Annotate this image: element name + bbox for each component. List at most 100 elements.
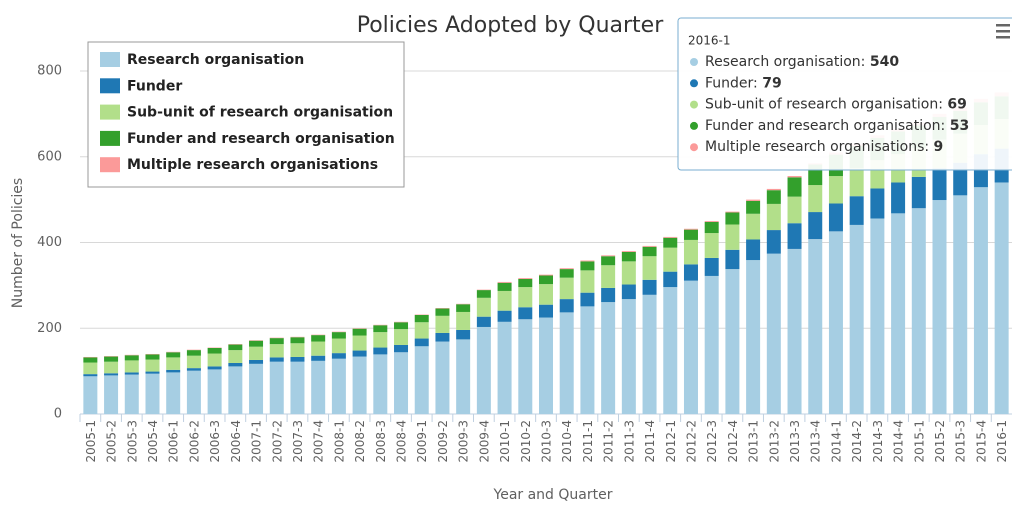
bar-segment [642, 279, 657, 295]
bar-segment [766, 203, 781, 231]
tooltip-dot [690, 100, 698, 109]
legend-label: Funder [127, 78, 182, 94]
tooltip-line: Research organisation: 540 [705, 54, 899, 70]
bar-segment [766, 253, 781, 414]
x-tick-label: 2014-1 [829, 420, 843, 463]
y-tick-label: 0 [54, 407, 62, 422]
legend-label: Multiple research organisations [127, 157, 378, 173]
bar-segment [207, 353, 222, 367]
bar-segment [580, 261, 595, 271]
tooltip-series: Funder [705, 75, 754, 91]
bar-segment [994, 182, 1009, 414]
separator: : [924, 139, 933, 155]
bar-segment [414, 346, 429, 414]
bar-segment [642, 245, 657, 247]
bar-segment [683, 229, 698, 240]
bar-segment [373, 332, 388, 348]
bar-segment [580, 292, 595, 307]
bar-segment [186, 370, 201, 414]
bar-segment [228, 350, 243, 363]
bar-segment [414, 314, 429, 323]
bar-segment [746, 239, 761, 261]
x-tick-label: 2012-3 [705, 420, 719, 463]
bar-segment [704, 257, 719, 276]
x-tick-label: 2016-1 [995, 420, 1009, 463]
bar-segment [808, 239, 823, 414]
bar-segment [456, 329, 471, 340]
x-tick-label: 2011-2 [602, 420, 616, 463]
bar-segment [456, 311, 471, 330]
bar-segment [704, 221, 719, 222]
x-tick-label: 2008-1 [332, 420, 346, 463]
bar-segment [476, 326, 491, 414]
x-tick-label: 2010-1 [498, 420, 512, 463]
bar-segment [497, 310, 512, 322]
menu-icon[interactable] [996, 24, 1010, 39]
bar-segment [911, 208, 926, 414]
bar-segment [497, 321, 512, 414]
bar-segment [683, 239, 698, 265]
x-tick-label: 2005-3 [125, 420, 139, 463]
bar-segment [787, 177, 802, 197]
bar-segment [269, 338, 284, 345]
bar-segment [207, 366, 222, 370]
bar-segment [746, 200, 761, 214]
bar-segment [559, 277, 574, 300]
bar-segment [559, 312, 574, 414]
bar-segment [683, 264, 698, 281]
x-tick-label: 2015-4 [974, 420, 988, 463]
x-tick-label: 2012-4 [726, 420, 740, 463]
tooltip-series: Multiple research organisations [705, 139, 924, 155]
bar-segment [663, 271, 678, 288]
bar-segment [394, 352, 409, 414]
x-tick-label: 2010-2 [519, 420, 533, 463]
legend-swatch [100, 130, 120, 146]
bar-segment [601, 265, 616, 288]
x-tick-label: 2013-4 [809, 420, 823, 463]
x-tick-label: 2009-2 [436, 420, 450, 463]
x-tick-label: 2011-3 [622, 420, 636, 463]
bar-segment [911, 176, 926, 209]
bar-segment [766, 190, 781, 204]
bar-segment [808, 185, 823, 213]
bar-segment [621, 251, 636, 262]
tooltip-series: Sub-unit of research organisation [705, 97, 938, 113]
tooltip: 2016-1 Research organisation: 540 Funder: … [677, 17, 1012, 171]
bar-segment [269, 357, 284, 362]
bar-segment [207, 369, 222, 414]
bar-segment [621, 251, 636, 252]
bar-segment [539, 304, 553, 318]
bar-segment [663, 236, 678, 238]
bar-segment [311, 335, 326, 342]
bar-segment [228, 362, 243, 367]
bar-segment [104, 356, 119, 362]
y-tick-label: 600 [37, 149, 62, 164]
bar-segment [186, 355, 201, 369]
bar-segment [145, 359, 160, 372]
bar-segment [704, 233, 719, 258]
bar-segment [621, 299, 636, 414]
bar-segment [394, 329, 409, 345]
tooltip-value: 79 [762, 75, 781, 91]
bar-segment [518, 287, 533, 308]
x-tick-label: 2013-3 [788, 420, 802, 463]
bar-segment [497, 282, 512, 291]
bar-segment [311, 341, 326, 356]
x-tick-label: 2013-2 [767, 420, 781, 463]
separator: : [938, 97, 947, 113]
bar-segment [683, 228, 698, 230]
x-tick-label: 2010-3 [540, 420, 554, 463]
bar-segment [725, 269, 740, 414]
x-tick-label: 2011-1 [581, 420, 595, 463]
x-tick-label: 2007-4 [312, 420, 326, 463]
bar-segment [601, 287, 616, 303]
x-tick-label: 2007-2 [270, 420, 284, 463]
bar-segment [828, 203, 843, 232]
x-tick-label: 2014-4 [892, 420, 906, 463]
bar-segment [249, 359, 264, 364]
bar-segment [663, 237, 678, 248]
x-tick-label: 2014-3 [871, 420, 885, 463]
bar-segment [269, 344, 284, 358]
bar-segment [539, 317, 553, 414]
tooltip-header: 2016-1 [688, 34, 731, 48]
